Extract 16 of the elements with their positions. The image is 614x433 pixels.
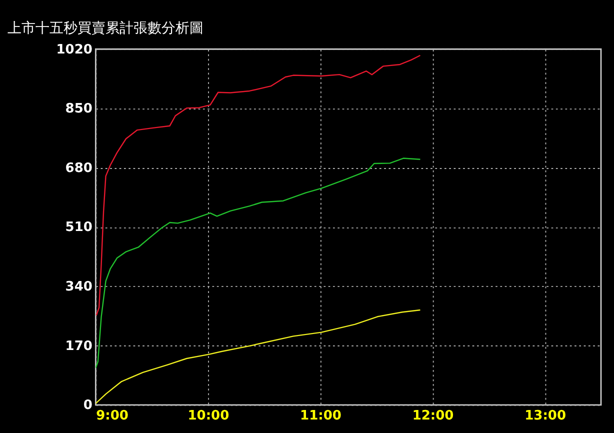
y-tick-label: 510	[65, 220, 92, 236]
y-tick-label: 0	[83, 398, 92, 414]
x-tick-label: 11:00	[300, 408, 342, 424]
y-tick-label: 680	[65, 160, 92, 176]
line-series	[96, 309, 421, 404]
x-tick-label: 12:00	[412, 408, 454, 424]
y-tick-label: 340	[65, 279, 92, 294]
chart-title: 上市十五秒買賣累計張數分析圖	[7, 20, 204, 36]
x-tick-label: 10:00	[188, 408, 230, 424]
y-tick-label: 1020	[56, 42, 92, 58]
line-series	[96, 158, 421, 369]
x-tick-label: 9:00	[96, 408, 128, 424]
line-series	[96, 54, 421, 316]
x-tick-label: 13:00	[524, 408, 566, 424]
y-tick-label: 850	[65, 102, 92, 117]
y-tick-label: 170	[65, 338, 92, 354]
